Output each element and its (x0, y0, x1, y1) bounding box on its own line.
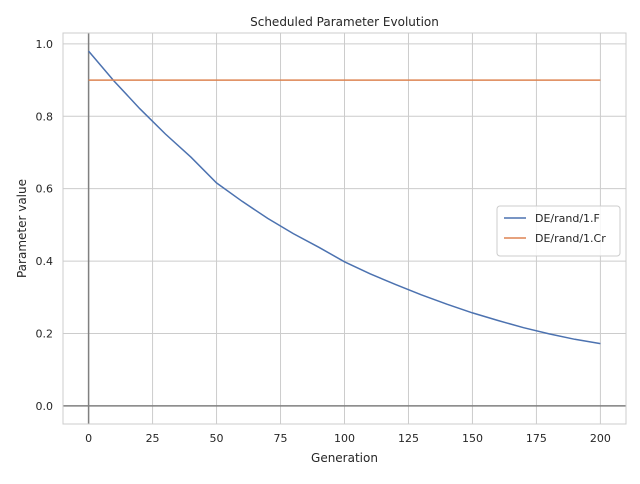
x-tick-label: 150 (462, 432, 483, 445)
reference-lines (63, 33, 626, 424)
plot-area-frame (62, 32, 627, 425)
x-tick-label: 125 (398, 432, 419, 445)
x-axis-label: Generation (311, 451, 378, 465)
chart-title: Scheduled Parameter Evolution (250, 15, 439, 29)
x-tick-label: 25 (146, 432, 160, 445)
y-tick-label: 1.0 (36, 38, 54, 51)
legend-label: DE/rand/1.F (535, 212, 600, 225)
x-tick-label: 75 (274, 432, 288, 445)
x-tick-label: 50 (210, 432, 224, 445)
x-tick-label: 175 (526, 432, 547, 445)
series-line-0 (88, 50, 601, 345)
grid (63, 33, 626, 424)
y-tick-label: 0.8 (36, 110, 54, 123)
y-tick-labels: 0.0 0.2 0.4 0.6 0.8 1.0 (36, 38, 54, 413)
y-axis-label: Parameter value (15, 179, 29, 278)
x-tick-label: 0 (85, 432, 92, 445)
y-tick-label: 0.0 (36, 400, 54, 413)
legend-label: DE/rand/1.Cr (535, 232, 606, 245)
legend-box (496, 205, 621, 257)
legend: DE/rand/1.F DE/rand/1.Cr (496, 205, 621, 257)
y-tick-label: 0.2 (36, 327, 54, 340)
x-tick-label: 200 (590, 432, 611, 445)
y-tick-label: 0.6 (36, 183, 54, 196)
series-lines (88, 50, 601, 345)
x-tick-labels: 0 25 50 75 100 125 150 175 200 (85, 432, 611, 445)
y-tick-label: 0.4 (36, 255, 54, 268)
x-tick-label: 100 (334, 432, 355, 445)
